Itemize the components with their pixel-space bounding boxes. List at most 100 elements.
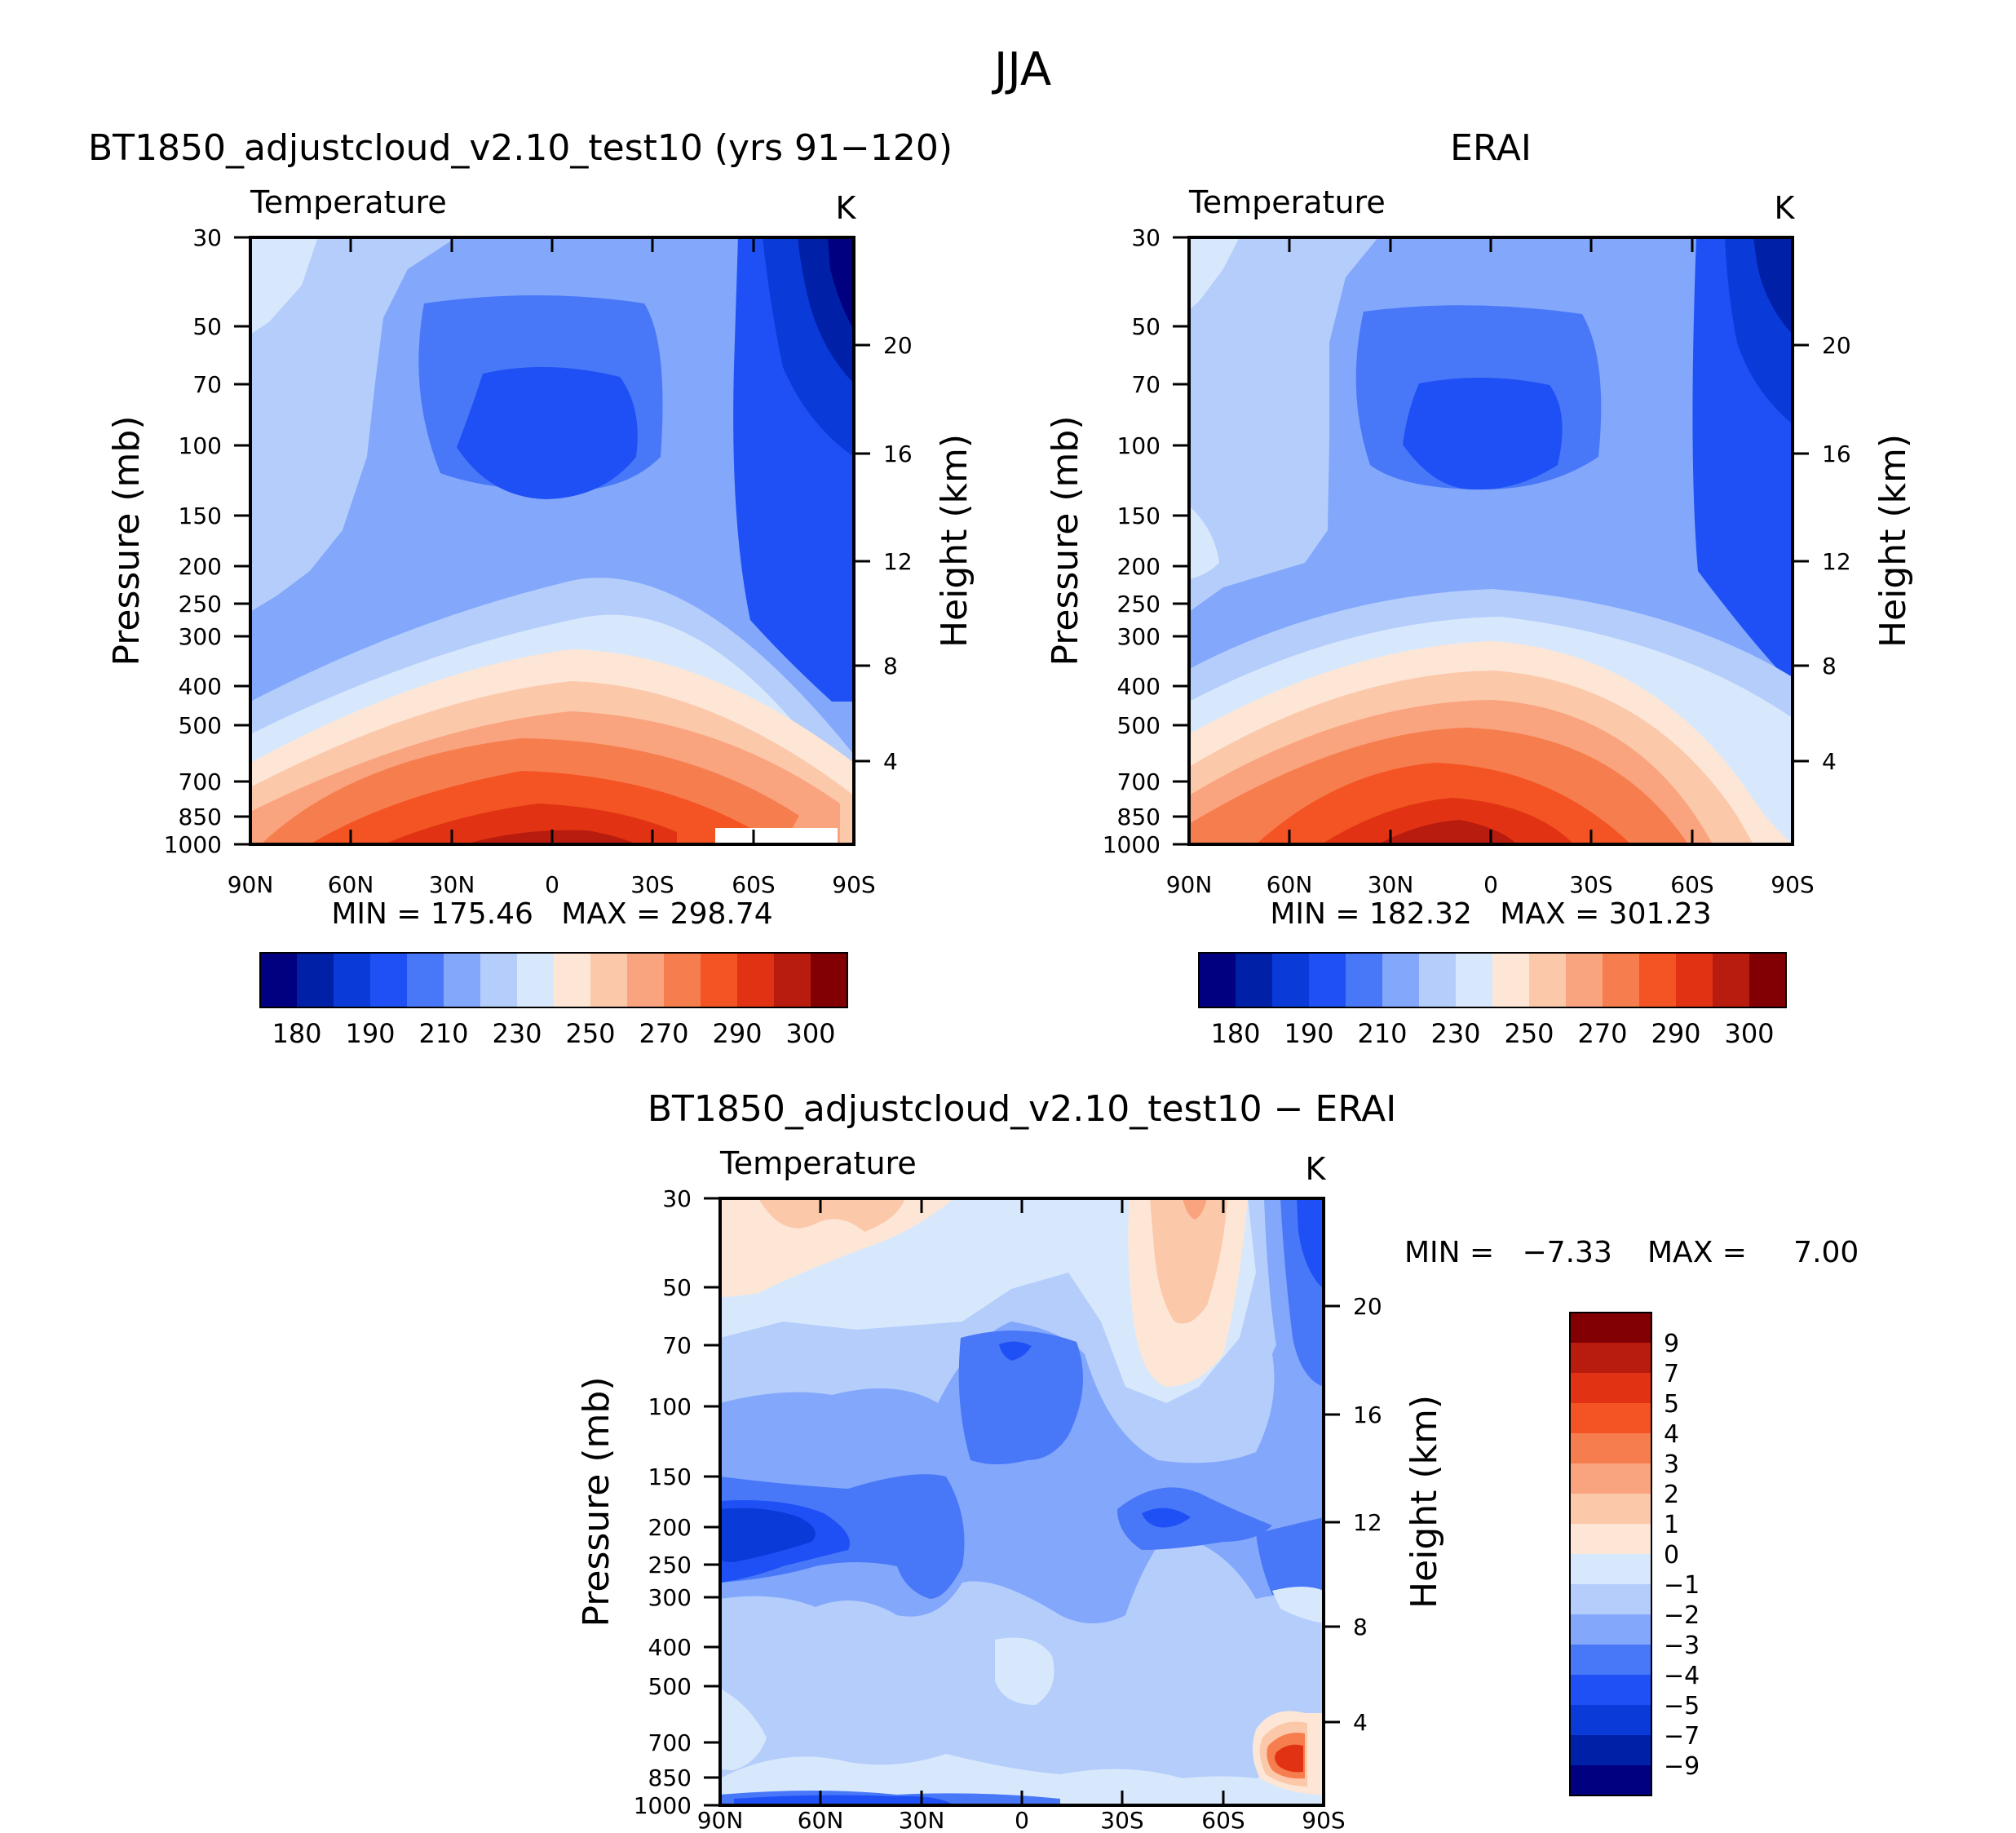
colorbar-swatch — [1529, 953, 1566, 1007]
colorbar-swatch — [1382, 953, 1419, 1007]
y-tick-label: 50 — [192, 313, 222, 340]
colorbar-label: 180 — [1210, 1018, 1260, 1049]
colorbar-swatch — [1570, 1433, 1651, 1463]
y-tick-label: 300 — [179, 623, 222, 650]
contour-band — [1189, 237, 1240, 310]
contour-band — [734, 1795, 954, 1805]
panel-diff-ylabel: Pressure (mb) — [576, 1377, 617, 1627]
colorbar-label: 210 — [418, 1018, 468, 1049]
panel-model-left-label: Temperature — [250, 184, 447, 220]
colorbar-label: 4 — [1664, 1420, 1679, 1449]
colorbar-label: 250 — [1504, 1018, 1554, 1049]
x-tick-label: 0 — [545, 871, 559, 898]
y2-tick-label: 4 — [1353, 1709, 1368, 1736]
y-tick-label: 850 — [179, 804, 222, 830]
contour-band — [720, 1508, 816, 1562]
y-tick-label: 400 — [1117, 673, 1161, 700]
contour-band — [758, 1198, 905, 1232]
x-tick-label: 0 — [1483, 871, 1498, 898]
colorbar-label: 270 — [1577, 1018, 1627, 1049]
colorbar-swatch — [1456, 953, 1492, 1007]
y-tick-label: 850 — [1117, 804, 1161, 830]
colorbar-swatch — [1570, 1463, 1651, 1494]
y-tick-label: 250 — [1117, 591, 1161, 618]
y2-tick-label: 12 — [1822, 548, 1851, 575]
colorbar-swatch — [1570, 1584, 1651, 1614]
x-tick-label: 30S — [630, 871, 674, 898]
contour-band — [999, 1341, 1032, 1361]
panel-obs-title: ERAI — [1450, 127, 1532, 169]
y-tick-label: 400 — [179, 673, 222, 700]
y2-tick-label: 4 — [883, 748, 898, 775]
y-tick-label: 1000 — [164, 831, 222, 858]
y-tick-label: 100 — [1117, 432, 1161, 459]
x-tick-label: 30N — [899, 1807, 945, 1833]
colorbar-swatch — [1570, 1343, 1651, 1373]
y-tick-label: 1000 — [1103, 831, 1161, 858]
colorbar-label: 180 — [272, 1018, 321, 1049]
contour-band — [1753, 237, 1793, 334]
contour-band — [250, 237, 457, 612]
y-tick-label: 300 — [648, 1584, 692, 1611]
y2-tick-label: 20 — [883, 332, 913, 359]
panel-obs-left-label: Temperature — [1188, 184, 1386, 220]
panel-diff-colorbar: 9 7 5 4 3 2 1 0 −1 −2 −3 −4 −5 −7 −9 — [1569, 1312, 1700, 1796]
colorbar-swatch — [1603, 953, 1639, 1007]
colorbar-swatch — [260, 953, 297, 1007]
colorbar-label: 300 — [785, 1018, 835, 1049]
x-tick-label: 30S — [1100, 1807, 1143, 1833]
colorbar-swatch — [1570, 1645, 1651, 1675]
colorbar-label: 1 — [1664, 1511, 1679, 1539]
panel-model-yticks: 30 50 70 100 150 200 250 300 400 500 700… — [164, 224, 222, 858]
panel-diff-contours — [720, 1198, 1324, 1805]
panel-model-y2label: Height (km) — [934, 434, 975, 648]
panel-diff-units: K — [1306, 1151, 1327, 1187]
colorbar-swatch — [297, 953, 334, 1007]
colorbar-swatch — [1570, 1675, 1651, 1705]
panel-diff-y2ticks: 20 16 12 8 4 — [1353, 1293, 1382, 1736]
x-tick-label: 90S — [832, 871, 875, 898]
x-tick-label: 30N — [1368, 871, 1414, 898]
contour-band — [720, 1754, 1324, 1805]
colorbar-swatch — [1570, 1765, 1651, 1795]
colorbar-swatch — [444, 953, 480, 1007]
panel-obs-stats: MIN = 182.32 MAX = 301.23 — [1270, 897, 1711, 931]
colorbar-swatch — [701, 953, 737, 1007]
colorbar-swatch — [480, 953, 517, 1007]
y-tick-label: 200 — [179, 553, 222, 580]
x-tick-label: 60S — [1201, 1807, 1245, 1833]
y-tick-label: 150 — [179, 503, 222, 529]
y-tick-label: 70 — [192, 371, 222, 398]
colorbar-swatch — [1639, 953, 1676, 1007]
x-tick-label: 60N — [328, 871, 374, 898]
x-tick-label: 90S — [1302, 1807, 1345, 1833]
contour-band — [250, 237, 318, 334]
panel-model-contours — [250, 237, 854, 844]
contour-band — [1297, 1198, 1324, 1289]
colorbar-swatch — [334, 953, 370, 1007]
y-tick-label: 500 — [179, 712, 222, 739]
colorbar-label: 270 — [639, 1018, 688, 1049]
colorbar-label: 3 — [1664, 1450, 1679, 1479]
panel-model-stats: MIN = 175.46 MAX = 298.74 — [331, 897, 772, 931]
colorbar-label: −2 — [1664, 1601, 1700, 1630]
panel-model-units: K — [836, 190, 857, 226]
colorbar-swatch — [1570, 1524, 1651, 1554]
y2-tick-label: 8 — [1822, 653, 1837, 680]
panel-model-colorbar: 180 190 210 230 250 270 290 300 — [259, 952, 848, 1049]
colorbar-swatch — [1713, 953, 1749, 1007]
panel-model-ylabel: Pressure (mb) — [106, 416, 148, 666]
panel-model-xticks: 90N 60N 30N 0 30S 60S 90S — [228, 871, 876, 898]
contour-band — [995, 1637, 1054, 1705]
contour-band — [1275, 1744, 1303, 1773]
y2-tick-label: 16 — [883, 441, 913, 467]
colorbar-label: 9 — [1664, 1330, 1679, 1358]
x-tick-label: 30N — [429, 871, 475, 898]
panel-diff-max: MAX = 7.00 — [1647, 1236, 1859, 1269]
colorbar-swatch — [1492, 953, 1529, 1007]
colorbar-swatch — [664, 953, 701, 1007]
colorbar-label: −1 — [1664, 1571, 1700, 1600]
y-tick-label: 30 — [1131, 224, 1161, 251]
colorbar-swatch — [554, 953, 590, 1007]
